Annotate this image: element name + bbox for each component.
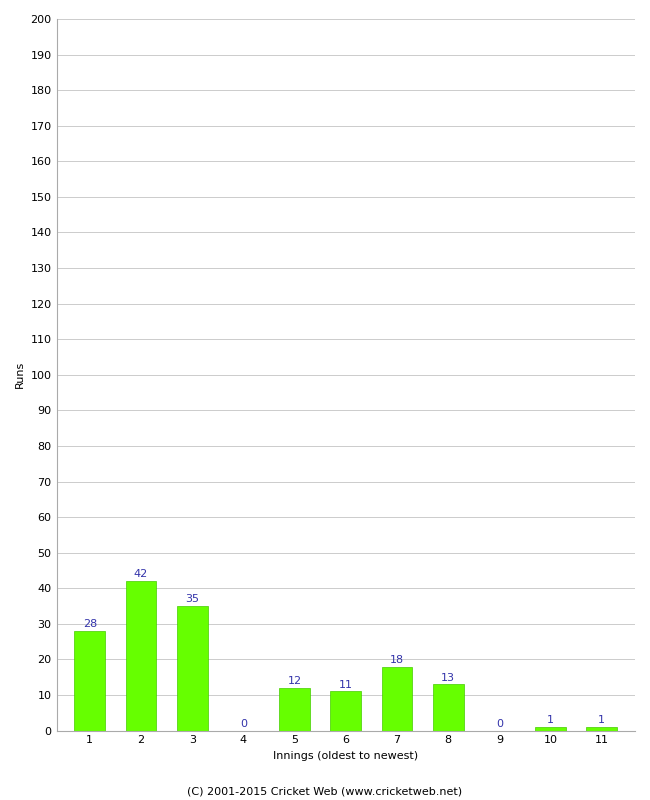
Text: 0: 0	[496, 719, 503, 729]
X-axis label: Innings (oldest to newest): Innings (oldest to newest)	[273, 751, 419, 761]
Bar	[535, 727, 566, 730]
Bar	[586, 727, 617, 730]
Bar	[177, 606, 207, 730]
Bar	[75, 631, 105, 730]
Text: 18: 18	[390, 654, 404, 665]
Text: 35: 35	[185, 594, 199, 604]
Bar	[433, 684, 463, 730]
Y-axis label: Runs: Runs	[15, 361, 25, 389]
Bar	[280, 688, 310, 730]
Text: 42: 42	[134, 570, 148, 579]
Text: (C) 2001-2015 Cricket Web (www.cricketweb.net): (C) 2001-2015 Cricket Web (www.cricketwe…	[187, 786, 463, 796]
Text: 13: 13	[441, 673, 455, 682]
Text: 1: 1	[598, 715, 605, 726]
Text: 12: 12	[287, 676, 302, 686]
Text: 11: 11	[339, 680, 353, 690]
Bar	[330, 691, 361, 730]
Bar	[125, 581, 157, 730]
Text: 1: 1	[547, 715, 554, 726]
Bar	[382, 666, 412, 730]
Text: 0: 0	[240, 719, 247, 729]
Text: 28: 28	[83, 619, 97, 629]
